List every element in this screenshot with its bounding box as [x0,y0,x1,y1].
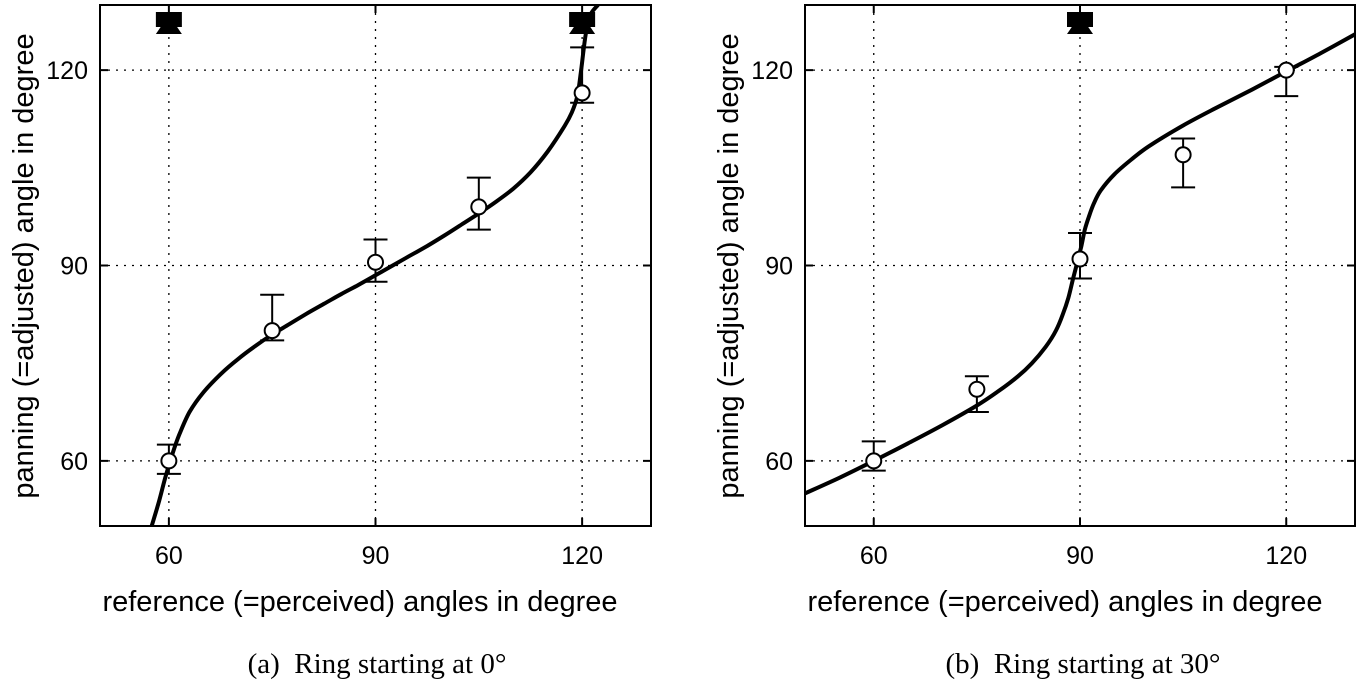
fit-curve [149,5,600,526]
errorbars-a [156,46,595,475]
errorbars-b [861,65,1299,472]
y-tick-label: 90 [60,253,88,281]
x-tick-label: 120 [561,542,603,570]
caption-b: (b) Ring starting at 30° [946,648,1221,680]
x-tick-label: 60 [860,542,888,570]
markers-b [1067,12,1093,34]
data-point [263,322,281,340]
fit-layer-a [149,5,600,526]
data-point [367,253,384,271]
panel-a: 60 90 120 60 90 120 reference (=perceived) an… [8,4,652,680]
y-axis-label-a: panning (=adjusted) angle in degree [8,33,40,498]
ticks-a: 60 90 120 60 90 120 [46,5,651,570]
x-tick-label: 90 [362,542,390,570]
data-point [865,452,883,470]
x-tick-label: 120 [1265,542,1307,570]
triangle-marker [1067,15,1093,34]
markers-a [155,12,596,34]
panel-b: 60 90 120 60 90 120 reference (=perceived) an… [713,4,1356,680]
x-tick-label: 90 [1066,542,1094,570]
data-point [160,452,178,470]
y-tick-label: 90 [765,253,793,281]
y-axis-label-b: panning (=adjusted) angle in degree [713,33,745,498]
data-point [968,380,986,398]
triangle-marker [155,15,182,34]
data-point [1174,146,1192,164]
data-point [1071,250,1089,268]
points-a [160,84,591,470]
x-tick-label: 60 [155,542,183,570]
points-b [865,61,1295,470]
x-axis-label-b: reference (=perceived) angles in degree [807,586,1322,618]
data-point [470,198,488,216]
data-point [573,84,591,102]
x-axis-label-a: reference (=perceived) angles in degree [102,586,617,618]
y-tick-label: 120 [751,57,793,85]
y-tick-label: 120 [46,57,88,85]
triangle-marker [569,15,596,34]
data-point [1277,61,1295,79]
y-tick-label: 60 [765,448,793,476]
ticks-b: 60 90 120 60 90 120 [751,5,1355,570]
y-tick-label: 60 [60,448,88,476]
caption-a: (a) Ring starting at 0° [248,648,507,680]
